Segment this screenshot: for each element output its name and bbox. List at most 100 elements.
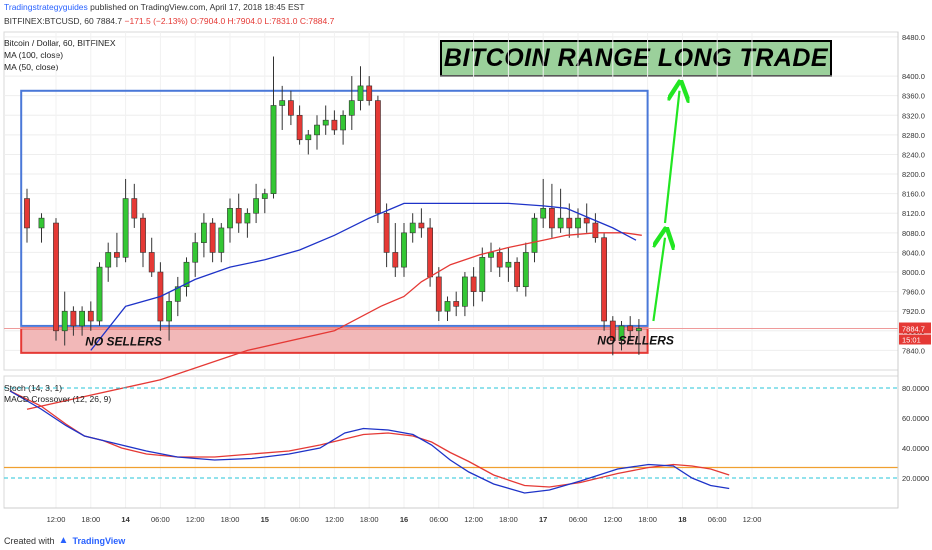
- osc-tick-label: 20.0000: [902, 474, 929, 483]
- price-tick-label: 8360.0: [902, 92, 925, 101]
- candle-up: [38, 217, 45, 229]
- candle-down: [548, 208, 555, 229]
- legend-stoch: Stoch (14, 3, 1): [4, 383, 63, 393]
- candle-down: [114, 252, 120, 258]
- time-tick-label: 06:00: [708, 515, 727, 524]
- candle-up: [227, 208, 233, 229]
- symbol-line: BITFINEX:BTCUSD, 60 7884.7 −171.5 (−2.13…: [4, 16, 334, 26]
- candle-down: [70, 310, 77, 327]
- price-tick-label: 8160.0: [902, 190, 925, 199]
- time-tick-label: 12:00: [325, 515, 344, 524]
- time-tick-label: 18: [678, 515, 686, 524]
- price-tick-label: 8000.0: [902, 268, 925, 277]
- time-tick-label: 16: [400, 515, 408, 524]
- candle-up: [522, 252, 529, 288]
- candle-up: [479, 257, 486, 292]
- price-tick-label: 7960.0: [902, 288, 925, 297]
- candle-up: [348, 100, 355, 116]
- candle-up: [635, 328, 642, 332]
- candle-up: [575, 217, 581, 229]
- candle-up: [409, 222, 416, 234]
- price-tick-label: 8480.0: [902, 33, 925, 42]
- candle-down: [209, 222, 216, 253]
- candle-up: [357, 85, 364, 101]
- candle-down: [296, 114, 303, 141]
- price-tick-label: 7920.0: [902, 307, 925, 316]
- overlay-layer: [4, 89, 898, 354]
- candle-down: [131, 198, 138, 219]
- candle-down: [53, 222, 59, 332]
- price-tick-label: 8280.0: [902, 131, 925, 140]
- time-tick-label: 12:00: [47, 515, 66, 524]
- stoch-k-line: [9, 390, 730, 494]
- candle-up: [531, 217, 538, 253]
- time-tick-label: 06:00: [151, 515, 170, 524]
- candle-up: [557, 217, 564, 229]
- candle-down: [366, 85, 373, 101]
- stoch-d-line: [9, 390, 730, 488]
- time-tick-label: 18:00: [360, 515, 379, 524]
- time-tick-label: 12:00: [603, 515, 622, 524]
- published-text: published on TradingView.com, April 17, …: [90, 2, 305, 12]
- candle-down: [383, 212, 390, 253]
- trade-arrow: [663, 91, 680, 224]
- time-tick-label: 12:00: [464, 515, 483, 524]
- ohlc-values: O:7904.0 H:7904.0 L:7831.0 C:7884.7: [190, 16, 335, 26]
- candle-down: [627, 325, 634, 332]
- legend-ma50: MA (50, close): [4, 62, 59, 72]
- osc-layer: [4, 387, 898, 494]
- time-tick-label: 18:00: [81, 515, 100, 524]
- candle-up: [444, 301, 451, 312]
- candle-down: [392, 252, 399, 268]
- candle-down: [470, 276, 477, 292]
- time-tick-label: 06:00: [429, 515, 448, 524]
- time-tick-label: 14: [121, 515, 130, 524]
- candle-up: [488, 252, 494, 258]
- candle-down: [148, 252, 155, 273]
- publisher-name[interactable]: Tradingstrategyguides: [4, 2, 88, 12]
- candle-down: [592, 222, 599, 239]
- candle-up: [79, 310, 85, 327]
- candle-up: [618, 325, 625, 341]
- legend-macd: MACD Crossover (12, 26, 9): [4, 394, 112, 404]
- tradingview-brand[interactable]: TradingView: [72, 535, 126, 546]
- ma100-line: [90, 202, 637, 351]
- price-tick-label: 8240.0: [902, 150, 925, 159]
- time-tick-label: 06:00: [569, 515, 588, 524]
- candle-up: [279, 100, 286, 106]
- candle-up: [261, 193, 268, 199]
- chart-title-box: BITCOIN RANGE LONG TRADE: [440, 40, 832, 77]
- annot-layer: NO SELLERS NO SELLERS 7884.7 15:01: [85, 322, 931, 349]
- time-tick-label: 15: [261, 515, 269, 524]
- osc-tick-label: 60.0000: [902, 414, 929, 423]
- candle-down: [601, 237, 607, 322]
- candle-down: [583, 217, 590, 224]
- time-tick-label: 18:00: [499, 515, 518, 524]
- price-tick-label: 8120.0: [902, 209, 925, 218]
- candle-down: [514, 261, 520, 288]
- grid-layer: [3, 31, 899, 509]
- candle-layer: [24, 56, 642, 356]
- osc-tick-label: 80.0000: [902, 384, 929, 393]
- candle-up: [253, 198, 259, 214]
- candle-down: [566, 217, 573, 229]
- time-tick-label: 12:00: [186, 515, 205, 524]
- no-sellers-right: NO SELLERS: [597, 334, 674, 348]
- candle-up: [322, 119, 329, 126]
- candle-down: [374, 100, 381, 214]
- no-sellers-left: NO SELLERS: [85, 335, 162, 349]
- candle-up: [270, 105, 277, 194]
- candle-up: [461, 276, 468, 307]
- price-tick-label: 8200.0: [902, 170, 925, 179]
- price-tick-label: 8400.0: [902, 72, 925, 81]
- osc-tick-label: 40.0000: [902, 444, 929, 453]
- candle-down: [87, 310, 94, 322]
- candle-down: [287, 100, 294, 116]
- price-tick-label: 8320.0: [902, 111, 925, 120]
- candle-up: [314, 124, 320, 136]
- candle-up: [401, 232, 407, 268]
- candle-up: [96, 266, 103, 322]
- last-price: 7884.7: [96, 16, 123, 26]
- legend-ma100: MA (100, close): [4, 50, 64, 60]
- candle-down: [418, 222, 425, 229]
